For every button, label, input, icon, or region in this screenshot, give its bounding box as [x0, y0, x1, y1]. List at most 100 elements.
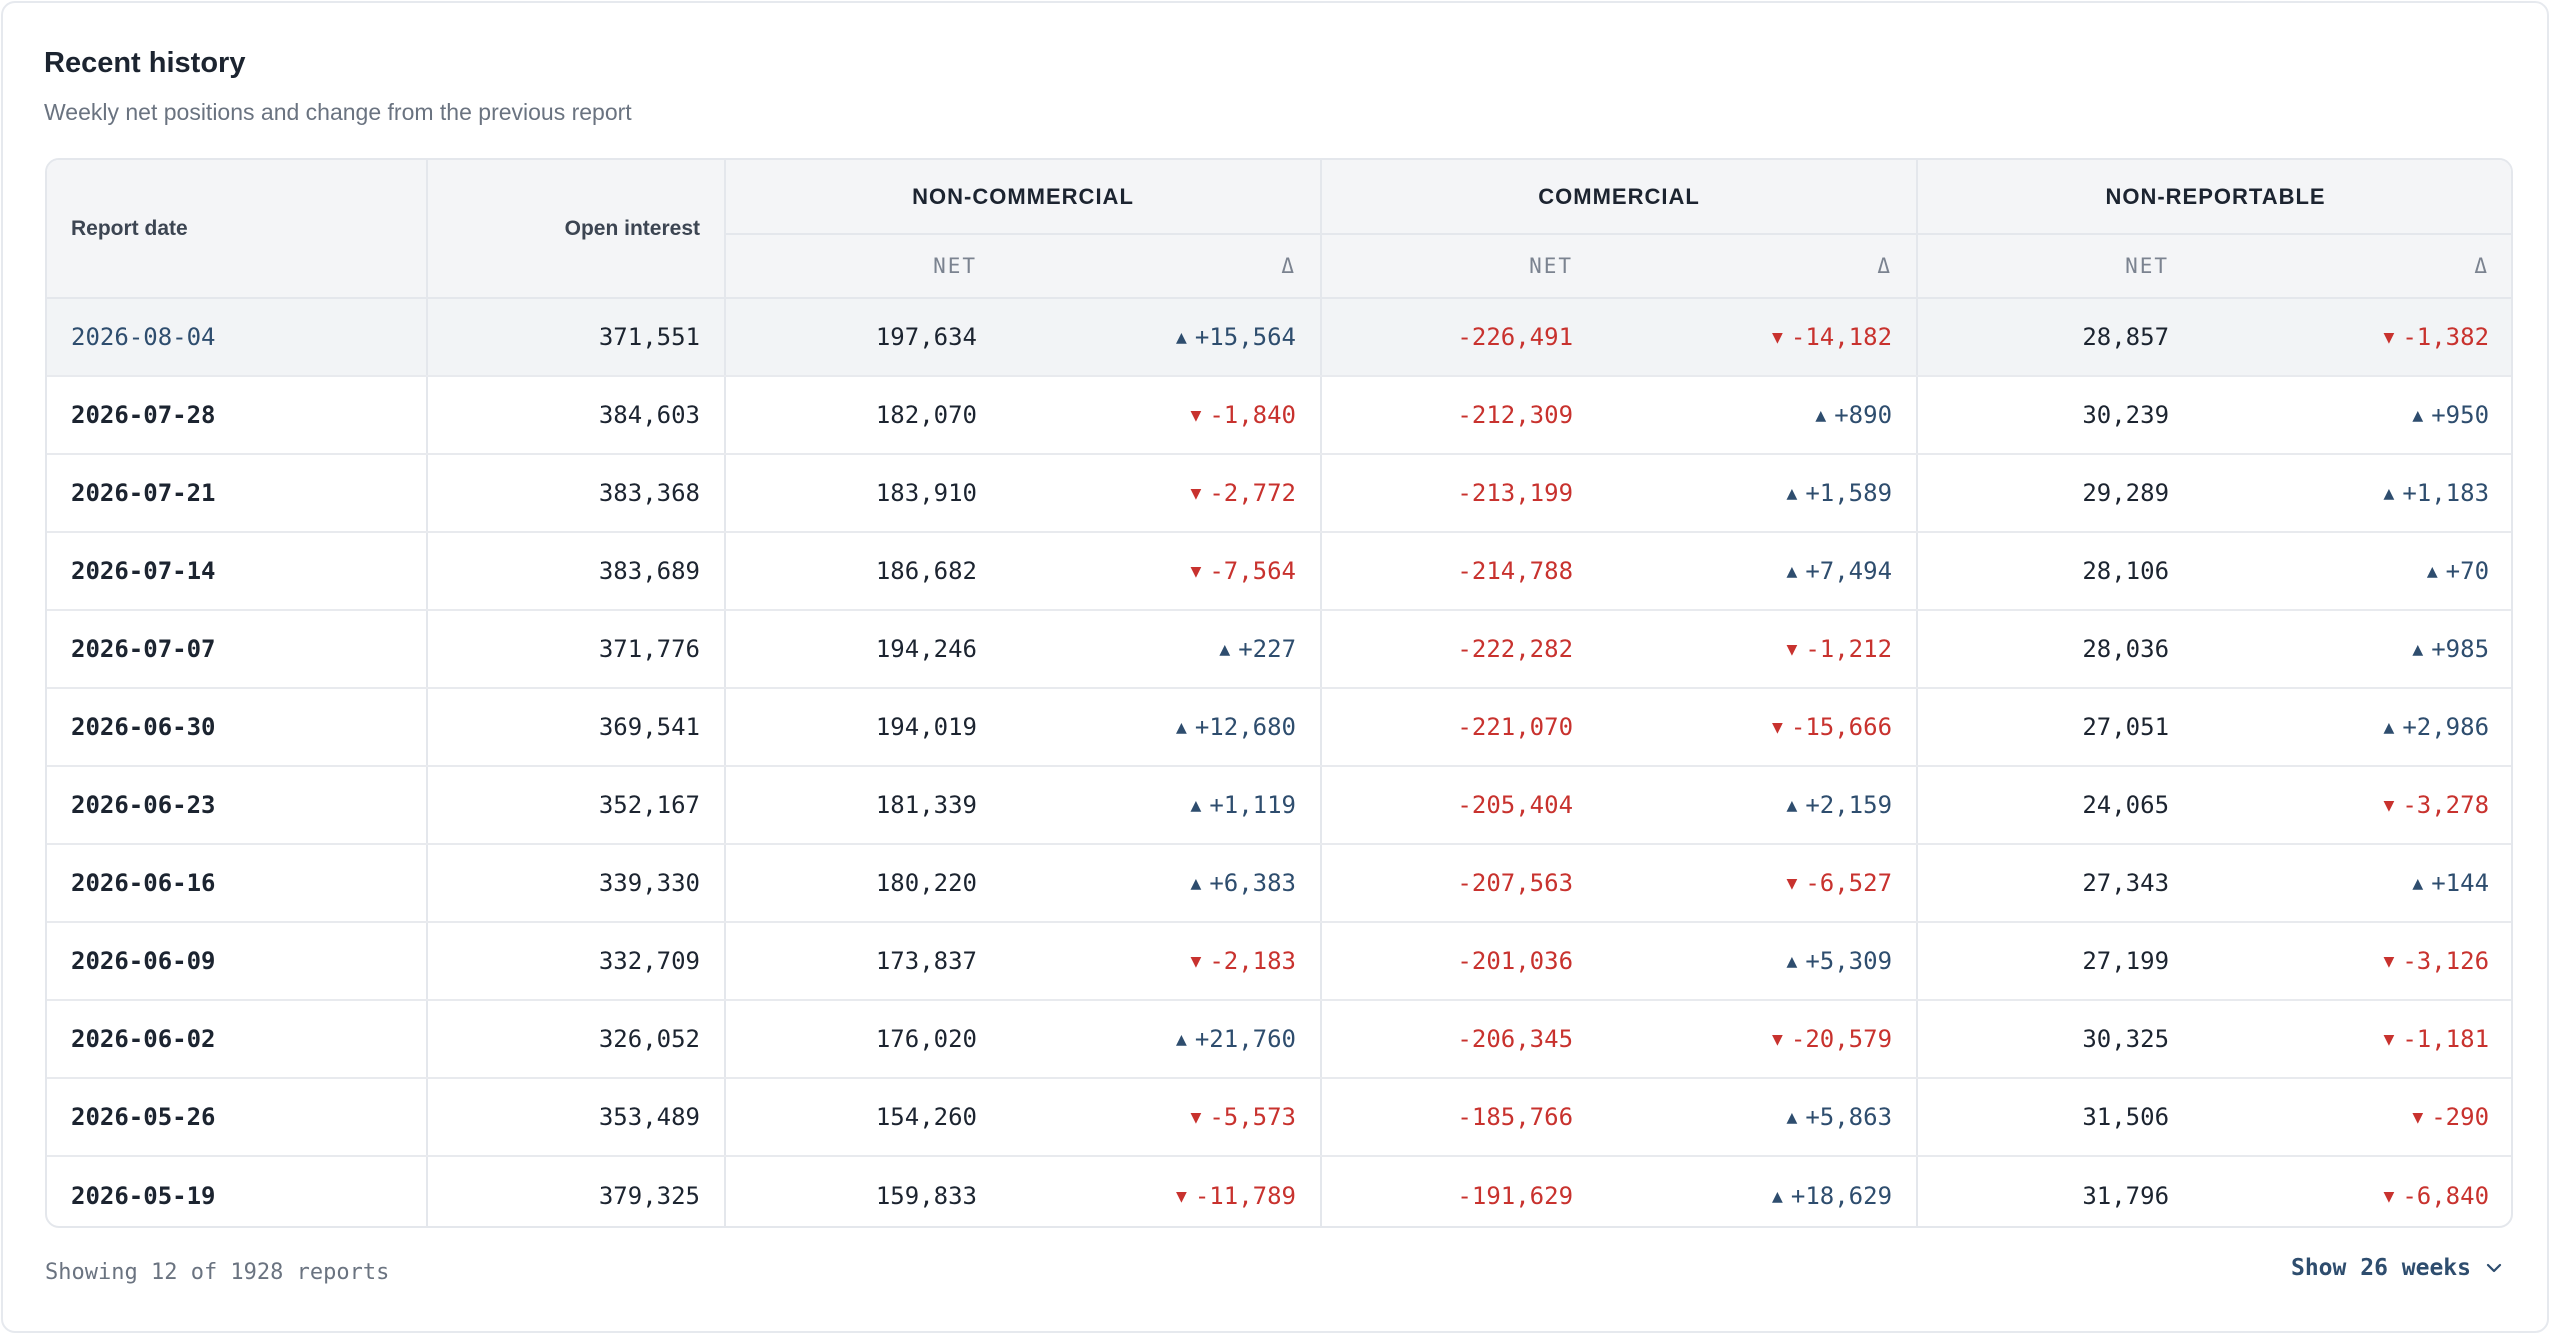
- report-date-cell[interactable]: 2026-06-02: [47, 1000, 428, 1079]
- non-reportable-net-cell: 28,857: [1916, 298, 2216, 377]
- table-row[interactable]: 2026-07-14 383,689 186,682 ▼ -7,564 -214,788 ▲…: [47, 532, 2511, 611]
- report-date-cell[interactable]: 2026-07-07: [47, 610, 428, 689]
- commercial-delta-cell: ▼ -20,579: [1619, 1000, 1918, 1079]
- triangle-up-icon: ▲: [1176, 717, 1187, 738]
- delta-value: ▼ -14,182: [1772, 323, 1892, 351]
- non-reportable-net-cell: 31,796: [1916, 1156, 2216, 1226]
- non-commercial-net-cell: 181,339: [724, 766, 1023, 845]
- table-row[interactable]: 2026-07-21 383,368 183,910 ▼ -2,772 -213,199 ▲…: [47, 454, 2511, 533]
- triangle-down-icon: ▼: [1190, 951, 1202, 972]
- open-interest-cell: 371,551: [427, 298, 725, 377]
- report-date-cell[interactable]: 2026-06-09: [47, 922, 428, 1001]
- table-row[interactable]: 2026-06-02 326,052 176,020 ▲ +21,760 -206,345…: [47, 1000, 2511, 1079]
- non-reportable-delta-cell: ▲ +144: [2215, 844, 2511, 923]
- triangle-up-icon: ▲: [1219, 639, 1231, 660]
- non-reportable-net-cell: 28,036: [1916, 610, 2216, 689]
- triangle-up-icon: ▲: [2412, 405, 2424, 426]
- delta-value: ▲ +144: [2412, 869, 2489, 897]
- group-header-commercial: COMMERCIAL: [1320, 160, 1918, 235]
- non-commercial-delta-cell: ▼ -2,772: [1023, 454, 1322, 533]
- non-commercial-net-cell: 194,019: [724, 688, 1023, 767]
- triangle-down-icon: ▼: [1772, 717, 1783, 738]
- report-date-cell[interactable]: 2026-06-23: [47, 766, 428, 845]
- table-row[interactable]: 2026-06-30 369,541 194,019 ▲ +12,680 -221,070…: [47, 688, 2511, 767]
- table-row[interactable]: 2026-06-16 339,330 180,220 ▲ +6,383 -207,563 ▼…: [47, 844, 2511, 923]
- show-more-weeks-button[interactable]: Show 26 weeks: [2291, 1255, 2503, 1281]
- report-date-cell[interactable]: 2026-05-26: [47, 1078, 428, 1157]
- history-table-body: 2026-08-04 371,551 197,634 ▲ +15,564 -226,491…: [47, 298, 2511, 1226]
- delta-text: +2,159: [1805, 791, 1893, 819]
- delta-value: ▼ -11,789: [1176, 1182, 1296, 1210]
- delta-text: +950: [2431, 401, 2490, 429]
- triangle-down-icon: ▼: [2383, 1029, 2395, 1050]
- commercial-net-cell: -191,629: [1320, 1156, 1620, 1226]
- report-date-cell[interactable]: 2026-07-21: [47, 454, 428, 533]
- delta-text: -3,126: [2402, 947, 2490, 975]
- table-row[interactable]: 2026-08-04 371,551 197,634 ▲ +15,564 -226,491…: [47, 298, 2511, 377]
- delta-value: ▼ -6,527: [1786, 869, 1892, 897]
- commercial-net-cell: -201,036: [1320, 922, 1620, 1001]
- non-reportable-net-cell: 31,506: [1916, 1078, 2216, 1157]
- triangle-down-icon: ▼: [1772, 1029, 1783, 1050]
- delta-value: ▼ -5,573: [1190, 1103, 1296, 1131]
- report-date-cell[interactable]: 2026-08-04: [47, 298, 428, 377]
- table-row[interactable]: 2026-05-19 379,325 159,833 ▼ -11,789 -191,629…: [47, 1156, 2511, 1226]
- triangle-up-icon: ▲: [1786, 951, 1798, 972]
- table-row[interactable]: 2026-07-07 371,776 194,246 ▲ +227 -222,282 ▼ -1…: [47, 610, 2511, 689]
- delta-text: -6,527: [1805, 869, 1893, 897]
- non-commercial-net-cell: 176,020: [724, 1000, 1023, 1079]
- delta-text: -2,772: [1209, 479, 1297, 507]
- commercial-delta-cell: ▲ +2,159: [1619, 766, 1918, 845]
- report-date-cell[interactable]: 2026-05-19: [47, 1156, 428, 1226]
- column-header-delta: Δ: [1023, 234, 1322, 299]
- triangle-down-icon: ▼: [1190, 1107, 1202, 1128]
- open-interest-cell: 383,689: [427, 532, 725, 611]
- table-row[interactable]: 2026-05-26 353,489 154,260 ▼ -5,573 -185,766 ▲…: [47, 1078, 2511, 1157]
- delta-value: ▼ -2,772: [1190, 479, 1296, 507]
- non-reportable-delta-cell: ▼ -290: [2215, 1078, 2511, 1157]
- report-date-cell[interactable]: 2026-07-14: [47, 532, 428, 611]
- triangle-up-icon: ▲: [2383, 717, 2395, 738]
- delta-text: +7,494: [1805, 557, 1893, 585]
- delta-text: -290: [2431, 1103, 2490, 1131]
- history-table: Report date Open interest NON-COMMERCIAL…: [47, 160, 2511, 1226]
- delta-value: ▼ -15,666: [1772, 713, 1892, 741]
- delta-value: ▲ +5,309: [1786, 947, 1892, 975]
- commercial-delta-cell: ▼ -14,182: [1619, 298, 1918, 377]
- triangle-up-icon: ▲: [1772, 1185, 1783, 1207]
- delta-text: +1,119: [1209, 791, 1297, 819]
- delta-text: -1,840: [1209, 401, 1297, 429]
- triangle-down-icon: ▼: [2383, 327, 2395, 348]
- delta-text: +18,629: [1790, 1181, 1893, 1210]
- delta-text: -15,666: [1790, 713, 1893, 741]
- triangle-up-icon: ▲: [1815, 405, 1827, 426]
- delta-value: ▲ +985: [2412, 635, 2489, 663]
- delta-value: ▼ -20,579: [1772, 1025, 1892, 1053]
- delta-value: ▲ +890: [1815, 401, 1892, 429]
- delta-value: ▲ +18,629: [1772, 1182, 1892, 1210]
- delta-value: ▲ +1,119: [1190, 791, 1296, 819]
- open-interest-cell: 384,603: [427, 376, 725, 455]
- table-row[interactable]: 2026-06-09 332,709 173,837 ▼ -2,183 -201,036 ▲…: [47, 922, 2511, 1001]
- non-reportable-delta-cell: ▲ +1,183: [2215, 454, 2511, 533]
- report-date-cell[interactable]: 2026-07-28: [47, 376, 428, 455]
- delta-value: ▲ +6,383: [1190, 869, 1296, 897]
- table-row[interactable]: 2026-06-23 352,167 181,339 ▲ +1,119 -205,404 ▲…: [47, 766, 2511, 845]
- report-date-cell[interactable]: 2026-06-16: [47, 844, 428, 923]
- commercial-delta-cell: ▲ +1,589: [1619, 454, 1918, 533]
- delta-value: ▼ -1,181: [2383, 1025, 2489, 1053]
- table-row[interactable]: 2026-07-28 384,603 182,070 ▼ -1,840 -212,309 ▲…: [47, 376, 2511, 455]
- triangle-up-icon: ▲: [1786, 561, 1798, 582]
- commercial-delta-cell: ▼ -15,666: [1619, 688, 1918, 767]
- delta-value: ▼ -7,564: [1190, 557, 1296, 585]
- column-header-net: NET: [724, 234, 1023, 299]
- triangle-up-icon: ▲: [1786, 483, 1798, 504]
- delta-value: ▲ +950: [2412, 401, 2489, 429]
- non-commercial-delta-cell: ▲ +12,680: [1023, 688, 1322, 767]
- column-header-open-interest: Open interest: [427, 160, 725, 299]
- triangle-down-icon: ▼: [1786, 639, 1798, 660]
- non-reportable-delta-cell: ▲ +2,986: [2215, 688, 2511, 767]
- commercial-net-cell: -207,563: [1320, 844, 1620, 923]
- report-date-cell[interactable]: 2026-06-30: [47, 688, 428, 767]
